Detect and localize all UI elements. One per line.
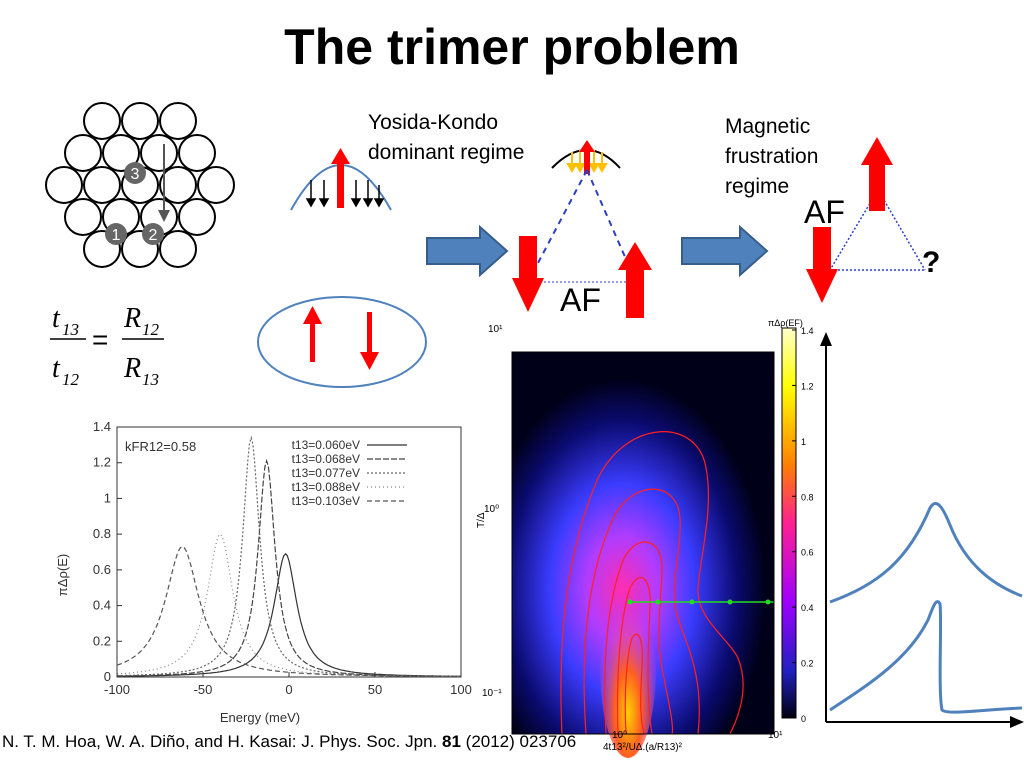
- svg-text:2: 2: [149, 227, 158, 244]
- heatmap-ytick-top: 10¹: [488, 324, 503, 335]
- colorbar-tick: 1.2: [801, 381, 814, 391]
- slide-title: The trimer problem: [284, 19, 740, 75]
- block-arrow-right-2: [681, 225, 769, 277]
- line-chart-xtick: -50: [194, 682, 213, 697]
- line-chart-ytick: 1: [104, 490, 111, 505]
- svg-text:R: R: [123, 303, 141, 334]
- legend-entry: t13=0.103eV: [292, 494, 360, 508]
- heatmap-chart: πΔρ(EF) 1.4 1.2 1 0.8 0.6 0.4 0.2 0 10¹ 10⁰ 10⁻…: [476, 318, 814, 758]
- line-chart-xlabel: Energy (meV): [220, 710, 300, 725]
- dos-line-chart: -100 -50 0 50 100 0 0.2 0.4 0.6 0.8 1 1.2 1.4 Energy…: [55, 419, 472, 725]
- site-marker-1: 1: [105, 223, 127, 245]
- citation-suffix: (2012) 023706: [465, 732, 577, 751]
- magnetic-label-line1: Magnetic: [725, 115, 811, 138]
- legend-entry: t13=0.077eV: [292, 466, 360, 480]
- colorbar-tick: 0.2: [801, 659, 814, 669]
- svg-text:t: t: [52, 353, 61, 384]
- line-chart-ytick: 0.2: [93, 633, 111, 648]
- svg-text:t: t: [52, 303, 61, 334]
- svg-text:1: 1: [112, 227, 121, 244]
- citation-volume: 81: [442, 732, 461, 751]
- frustrated-trimer-diagram: [806, 137, 926, 303]
- line-chart-ytick: 1.4: [93, 419, 111, 434]
- heatmap-ytick-mid: 10⁰: [484, 504, 499, 515]
- schematic-curves: [820, 332, 1024, 728]
- line-chart-xtick: 100: [450, 682, 472, 697]
- line-chart-xtick: 0: [285, 682, 292, 697]
- svg-text:3: 3: [131, 166, 140, 183]
- line-chart-ylabel: πΔρ(E): [55, 554, 70, 596]
- colorbar-tick: 0.8: [801, 492, 814, 502]
- line-chart-xtick: -100: [104, 682, 130, 697]
- line-chart-ytick: 0: [104, 669, 111, 684]
- svg-text:=: =: [92, 324, 108, 355]
- colorbar-tick: 0: [801, 714, 806, 724]
- lattice-diagram: 3 1 2: [45, 102, 235, 268]
- colorbar-tick: 0.4: [801, 603, 814, 613]
- colorbar-label: πΔρ(EF): [768, 318, 803, 328]
- svg-text:12: 12: [62, 370, 80, 389]
- svg-text:13: 13: [142, 370, 159, 389]
- line-chart-annotation: kFR12=0.58: [125, 439, 196, 454]
- line-series: [116, 533, 461, 677]
- colorbar-tick: 1: [801, 437, 806, 447]
- line-series: [116, 545, 461, 677]
- ratio-formula: t 13 t 12 = R 12 R 13: [50, 303, 164, 389]
- magnetic-label-line3: regime: [725, 175, 790, 198]
- line-chart-ytick: 0.4: [93, 598, 111, 613]
- kondo-cloud-diagram: [290, 148, 392, 211]
- heatmap-xtick-left: 10⁰: [612, 730, 627, 741]
- colorbar-tick: 1.4: [801, 326, 814, 336]
- svg-text:13: 13: [62, 320, 79, 339]
- line-chart-ytick: 0.6: [93, 562, 111, 577]
- line-series: [117, 435, 461, 677]
- heatmap-ytick-bottom: 10⁻¹: [482, 688, 502, 699]
- yosida-label-line2: dominant regime: [368, 141, 525, 164]
- af-label-middle: AF: [560, 282, 601, 318]
- spin-up-arrow-right-site: [618, 242, 652, 318]
- singlet-ellipse: [257, 296, 427, 388]
- yosida-label-line1: Yosida-Kondo: [368, 111, 498, 134]
- citation-prefix: N. T. M. Hoa, W. A. Diño, and H. Kasai: …: [2, 732, 438, 751]
- citation: N. T. M. Hoa, W. A. Diño, and H. Kasai: …: [2, 732, 576, 752]
- line-chart-xtick: 50: [368, 682, 382, 697]
- question-mark: ?: [922, 246, 941, 279]
- heatmap-xlabel: 4t13²/UΔ.(a/R13)²: [603, 742, 683, 753]
- site-marker-3: 3: [124, 162, 146, 184]
- site-marker-2: 2: [142, 223, 164, 245]
- heatmap-xtick-right: 10¹: [768, 730, 783, 741]
- heatmap-ylabel: T/Δ: [476, 512, 487, 528]
- magnetic-label-line2: frustration: [725, 145, 819, 168]
- svg-text:R: R: [123, 353, 141, 384]
- line-chart-ytick: 1.2: [93, 455, 111, 470]
- af-label-right: AF: [804, 194, 845, 230]
- legend-entry: t13=0.068eV: [292, 452, 360, 466]
- line-series: [117, 458, 461, 677]
- legend-entry: t13=0.060eV: [292, 438, 360, 452]
- block-arrow-right-1: [426, 225, 509, 277]
- colorbar-tick: 0.6: [801, 548, 814, 558]
- legend-entry: t13=0.088eV: [292, 480, 360, 494]
- line-chart-ytick: 0.8: [93, 526, 111, 541]
- line-series: [117, 552, 461, 677]
- svg-text:12: 12: [142, 320, 160, 339]
